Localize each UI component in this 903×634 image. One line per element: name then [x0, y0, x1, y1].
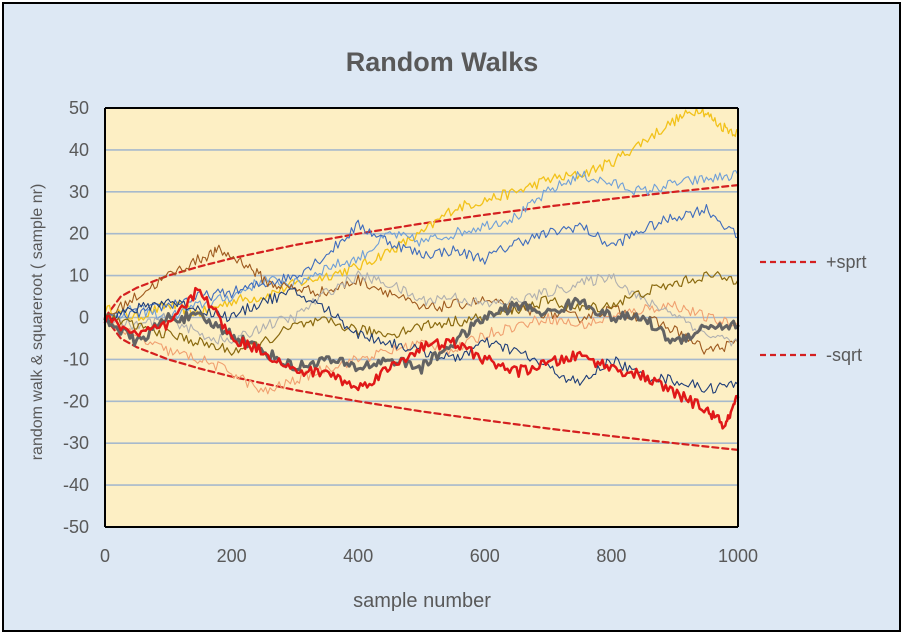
- x-axis-label: sample number: [353, 590, 491, 612]
- series-line-7: [104, 270, 739, 347]
- y-tick-label: -30: [63, 433, 89, 453]
- x-tick-label: 800: [596, 546, 626, 566]
- series-line-2: [104, 107, 739, 322]
- x-tick-label: 1000: [718, 546, 758, 566]
- y-tick-label: 0: [79, 308, 89, 328]
- y-tick-label: 50: [69, 98, 89, 118]
- y-tick-label: 10: [69, 266, 89, 286]
- series-line-0: [103, 184, 740, 319]
- series-line-10: [103, 296, 740, 375]
- y-tick-label: -10: [63, 349, 89, 369]
- legend-entry: -sqrt: [760, 345, 862, 365]
- plot-area: [103, 107, 740, 527]
- legend: +sprt -sqrt: [760, 252, 867, 365]
- series-line-6: [104, 300, 739, 395]
- y-tick-label: 20: [69, 224, 89, 244]
- legend-entry: +sprt: [760, 252, 867, 272]
- series-line-1: [103, 316, 740, 451]
- series-line-8: [104, 271, 739, 356]
- y-tick-label: -20: [63, 391, 89, 411]
- y-tick-label: 30: [69, 182, 89, 202]
- legend-label: +sprt: [826, 252, 867, 272]
- y-tick-label: -40: [63, 475, 89, 495]
- x-tick-label: 0: [100, 546, 110, 566]
- legend-label: -sqrt: [826, 345, 862, 365]
- axes: -50 -40 -30 -20 -10 0 10 20 30 40 50 0 200 400 600 800 1…: [63, 98, 758, 566]
- x-tick-label: 200: [217, 546, 247, 566]
- series-line-5: [104, 244, 739, 355]
- series-line-4: [104, 203, 739, 324]
- series-line-11: [103, 286, 740, 430]
- x-tick-label: 600: [470, 546, 500, 566]
- y-axis-label: random walk & squareroot ( sample nr): [29, 184, 46, 461]
- random-walks-chart: Random Walks -50 -40 -30 -20 -10 0 10 20 30 40 50 0…: [29, 47, 867, 612]
- y-tick-label: -50: [63, 517, 89, 537]
- chart-title: Random Walks: [346, 47, 539, 77]
- y-tick-label: 40: [69, 140, 89, 160]
- x-tick-label: 400: [343, 546, 373, 566]
